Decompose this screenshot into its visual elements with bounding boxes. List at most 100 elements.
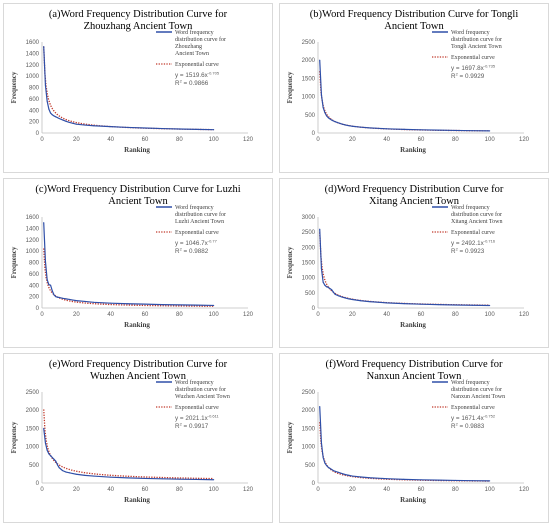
chart-title-line: (a)Word Frequency Distribution Curve for	[48, 9, 228, 20]
word-frequency-point	[351, 125, 353, 127]
word-frequency-point	[368, 127, 371, 129]
word-frequency-point	[322, 456, 324, 459]
x-tick-label: 60	[142, 312, 149, 318]
r-squared-label: R	[451, 248, 456, 255]
x-tick-label: 20	[73, 487, 80, 493]
x-tick-label: 100	[485, 487, 496, 493]
word-frequency-point	[319, 228, 321, 230]
y-tick-label: 2000	[302, 245, 316, 251]
r-squared-exponent: 2	[180, 79, 183, 84]
word-frequency-point	[322, 281, 324, 283]
x-tick-label: 120	[243, 137, 254, 143]
legend-exp-label: Exponential curve	[451, 405, 495, 411]
r-squared-value: = 0.9917	[182, 423, 209, 430]
word-frequency-point	[334, 470, 336, 472]
fit-equation-exponent: -0.735	[484, 64, 496, 69]
legend-word-label: Tongli Ancient Town	[451, 44, 502, 50]
word-frequency-point	[324, 462, 326, 464]
chart-panel: (b)Word Frequency Distribution Curve for…	[279, 3, 549, 173]
chart-title: (c)Word Frequency Distribution Curve for…	[4, 184, 272, 208]
word-frequency-point	[344, 297, 347, 299]
y-tick-label: 1600	[26, 215, 40, 221]
y-tick-label: 0	[36, 481, 40, 487]
exponential-fit-line	[319, 71, 490, 132]
y-axis-label: Frequency	[286, 71, 294, 103]
exponential-fit-line	[43, 248, 214, 307]
x-tick-label: 20	[73, 312, 80, 318]
word-frequency-point	[44, 442, 46, 444]
word-frequency-point	[110, 302, 112, 304]
legend-word-label: Luzhi Ancient Town	[175, 219, 224, 225]
x-tick-label: 0	[40, 312, 44, 318]
word-frequency-point	[437, 479, 439, 481]
word-frequency-point	[331, 468, 333, 471]
y-tick-label: 1600	[26, 40, 40, 46]
word-frequency-point	[144, 127, 146, 129]
x-axis-label: Ranking	[400, 321, 426, 329]
word-frequency-point	[58, 296, 60, 299]
word-frequency-point	[338, 122, 340, 124]
word-frequency-point	[43, 46, 45, 48]
word-frequency-point	[341, 296, 343, 298]
word-frequency-point	[62, 470, 64, 472]
y-tick-label: 2500	[26, 390, 40, 396]
chart-plot: 0 20 40 60 80 100 1200200400600800100012001400…	[10, 204, 254, 329]
y-tick-label: 1500	[26, 426, 40, 432]
legend-word-label: Ancient Town	[175, 51, 209, 57]
word-frequency-point	[48, 453, 50, 455]
word-frequency-point	[324, 112, 326, 114]
word-frequency-point	[72, 472, 74, 475]
word-frequency-point	[46, 279, 48, 281]
x-tick-label: 40	[107, 487, 114, 493]
word-frequency-point	[110, 476, 112, 478]
y-tick-label: 500	[305, 463, 316, 469]
word-frequency-point	[92, 301, 95, 303]
r-squared-exponent: 2	[180, 247, 183, 252]
word-frequency-point	[334, 293, 336, 295]
y-tick-label: 2500	[302, 390, 316, 396]
word-frequency-point	[331, 119, 333, 121]
x-tick-label: 0	[40, 137, 44, 143]
word-frequency-point	[72, 122, 74, 124]
word-frequency-point	[161, 478, 163, 480]
x-tick-label: 120	[519, 137, 530, 143]
legend-word-label: distribution curve for	[175, 36, 226, 43]
word-frequency-point	[471, 480, 474, 482]
x-tick-label: 120	[243, 487, 254, 493]
r-squared: R2 = 0.9923	[451, 247, 485, 256]
r-squared: R2 = 0.9929	[451, 72, 485, 81]
word-frequency-point	[329, 467, 331, 469]
r-squared-label: R	[175, 423, 180, 430]
chart-title-line: Xitang Ancient Town	[368, 196, 460, 207]
word-frequency-point	[46, 449, 48, 451]
word-frequency-point	[53, 115, 55, 117]
word-frequency-point	[386, 128, 388, 130]
legend-word-label: Wuzhen Ancient Town	[175, 394, 230, 400]
word-frequency-point	[332, 470, 334, 472]
x-tick-label: 80	[452, 137, 459, 143]
chart-title-line: Ancient Town	[384, 21, 444, 32]
y-tick-label: 3000	[302, 215, 316, 221]
chart-title-line: (c)Word Frequency Distribution Curve for…	[35, 184, 241, 195]
r-squared-exponent: 2	[456, 247, 459, 252]
word-frequency-point	[178, 304, 180, 306]
word-frequency-point	[110, 126, 112, 128]
word-frequency-point	[320, 94, 322, 96]
word-frequency-point	[92, 125, 95, 127]
legend-word-label: distribution curve for	[175, 386, 226, 393]
x-tick-label: 40	[383, 487, 390, 493]
y-tick-label: 2500	[302, 230, 316, 236]
chart-plot: 0 20 40 60 80 100 120 0 500 1000 1500 2000 2500 Ranki…	[286, 29, 530, 154]
fit-equation: y = 1697.8x-0.735	[451, 64, 496, 73]
y-tick-label: 600	[29, 97, 40, 103]
x-axis-label: Ranking	[124, 321, 150, 329]
y-tick-label: 0	[36, 306, 40, 312]
word-frequency-point	[43, 222, 45, 224]
word-frequency-point	[403, 128, 405, 130]
word-frequency-point	[326, 115, 328, 117]
word-frequency-point	[44, 84, 46, 86]
x-tick-label: 60	[418, 487, 425, 493]
y-tick-label: 1400	[26, 51, 40, 57]
word-frequency-point	[334, 121, 336, 123]
x-tick-label: 0	[40, 487, 44, 493]
